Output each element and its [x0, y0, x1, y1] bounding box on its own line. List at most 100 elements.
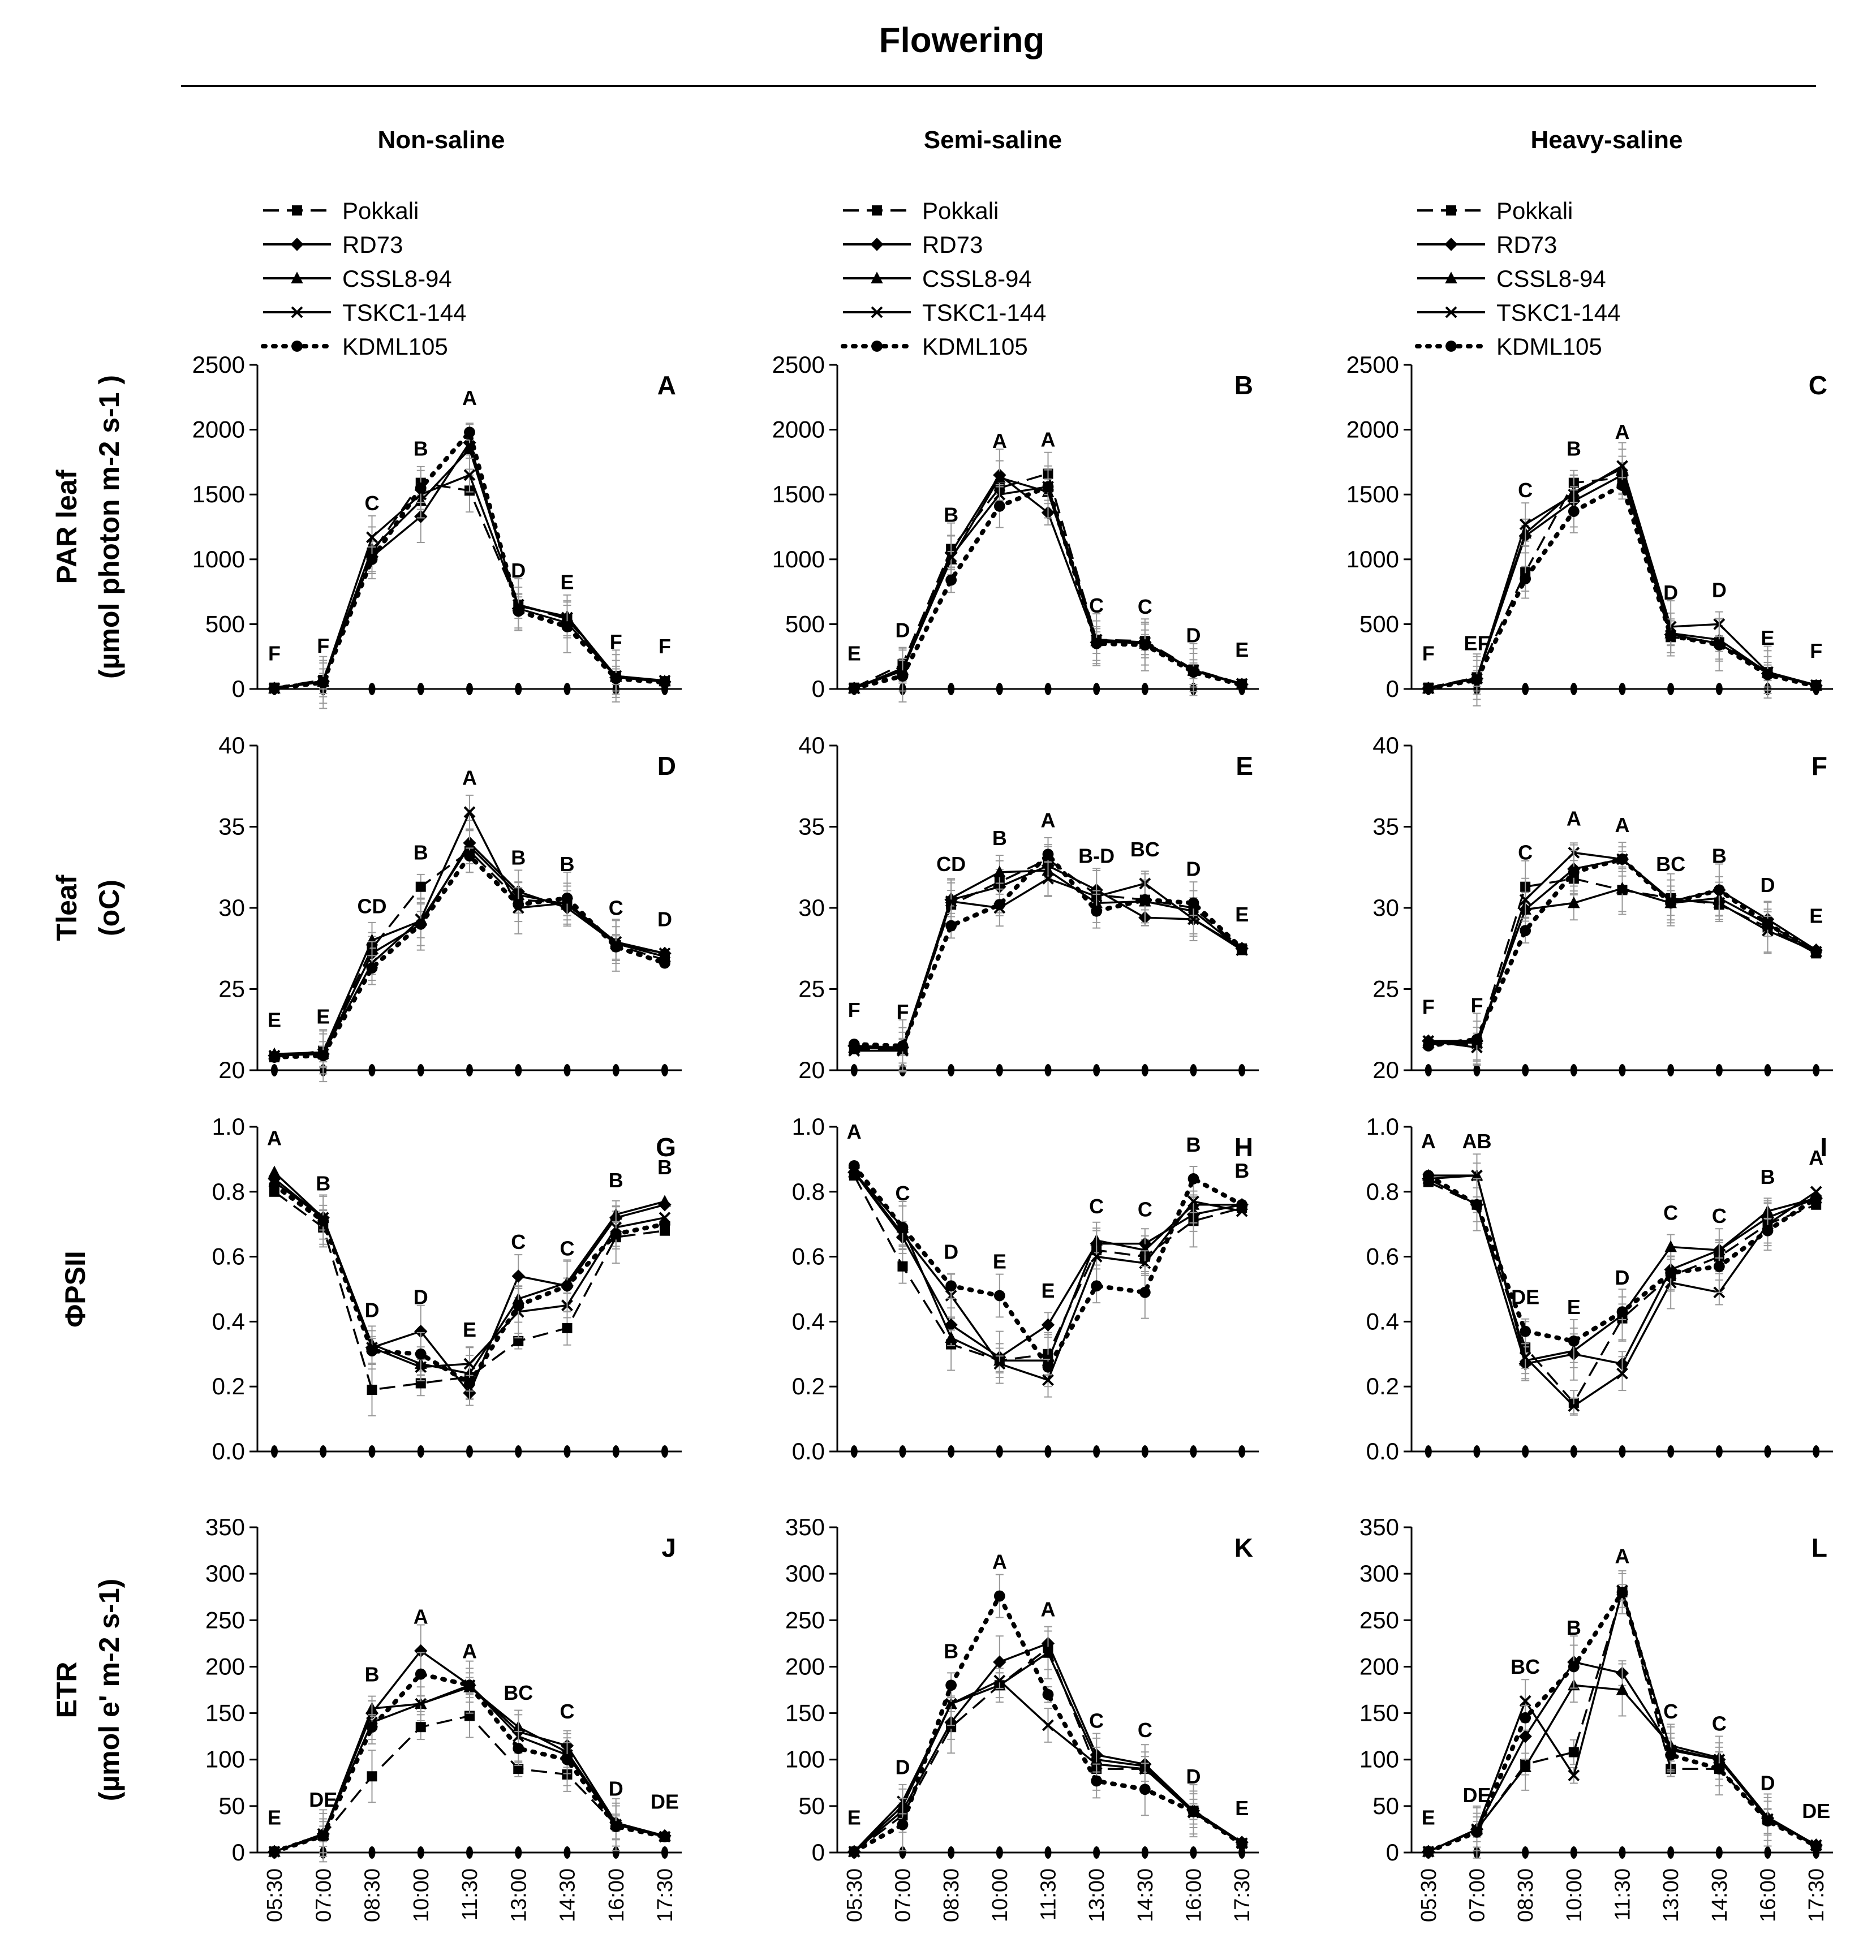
significance-letter: C — [1663, 1700, 1678, 1723]
legend-label-cssl8-94: CSSL8-94 — [1496, 265, 1606, 292]
significance-letter: F — [610, 630, 622, 653]
legend-label-pokkali: Pokkali — [922, 197, 999, 224]
x-tick — [1044, 1445, 1052, 1458]
data-point — [993, 1290, 1005, 1302]
data-point — [610, 941, 622, 953]
data-point — [1519, 1695, 1531, 1707]
series-cssl8-94 — [1422, 1663, 1822, 1857]
x-tick — [1473, 1064, 1481, 1076]
data-point — [317, 1830, 329, 1842]
y-tick-label: 0 — [812, 1839, 825, 1866]
legend-label-pokkali: Pokkali — [1496, 197, 1573, 224]
x-tick-label: 13:00 — [1085, 1868, 1109, 1922]
data-point — [1568, 896, 1580, 908]
significance-letter: C — [1089, 1709, 1104, 1733]
panel-h: 0.0 0.2 0.4 0.6 0.8 1.0 H A C D E E C C B B — [792, 1113, 1259, 1464]
y-tick-label: 0.6 — [1366, 1243, 1399, 1270]
y-tick-label: 20 — [218, 1057, 245, 1083]
x-tick-label: 16:00 — [1757, 1868, 1780, 1922]
panel-letter: E — [1236, 751, 1253, 781]
x-tick — [1667, 1064, 1675, 1076]
y-tick-label: 0.6 — [212, 1243, 245, 1270]
data-point — [1471, 1033, 1483, 1045]
data-point — [1519, 1760, 1531, 1772]
panel-a: 0 500 1000 1500 2000 2500 A F F C B A D E F F — [192, 351, 682, 709]
data-point — [659, 1218, 670, 1230]
data-point — [848, 682, 860, 694]
x-tick — [1619, 1064, 1626, 1076]
x-tick — [1425, 1445, 1432, 1458]
legend-label-kdml105: KDML105 — [922, 333, 1028, 360]
y-tick-label: 0.6 — [792, 1243, 825, 1270]
x-tick — [563, 1846, 571, 1859]
x-tick — [661, 1445, 668, 1458]
significance-letter: DE — [1462, 1784, 1491, 1807]
x-tick — [368, 1846, 376, 1859]
significance-letter: C — [609, 896, 623, 919]
x-tick-label: 05:30 — [843, 1868, 867, 1922]
x-tick — [1093, 1846, 1100, 1859]
data-point — [561, 621, 573, 632]
row-labels: PAR leaf (µmol photon m-2 s-1 ) Tleaf (oC) Φ… — [51, 375, 125, 1801]
y-tick-label: 1500 — [192, 481, 245, 507]
data-point — [1090, 1251, 1103, 1263]
significance-letter: D — [1663, 581, 1678, 604]
y-tick-label: 2500 — [1346, 351, 1399, 378]
row-label-4: ETR (µmol e' m-2 s-1) — [51, 1579, 125, 1802]
data-point — [1664, 1240, 1677, 1252]
series-line — [272, 427, 667, 691]
data-point — [269, 682, 280, 694]
x-tick-label: 14:30 — [1708, 1868, 1732, 1922]
y-tick-label: 250 — [785, 1606, 825, 1633]
legend-label-kdml105: KDML105 — [342, 333, 448, 360]
data-point — [1139, 1784, 1151, 1795]
data-point — [269, 1846, 280, 1858]
data-point — [1471, 674, 1483, 686]
data-point — [463, 806, 476, 819]
data-point — [1568, 1661, 1580, 1673]
data-point — [1187, 897, 1199, 909]
y-tick-label: 35 — [798, 813, 825, 840]
x-tick — [1715, 1064, 1723, 1076]
x-tick — [271, 1445, 278, 1458]
significance-letter: E — [1235, 903, 1249, 926]
data-point — [415, 1698, 427, 1710]
x-tick-label: 10:00 — [410, 1868, 433, 1922]
legend-1: Pokkali RD73 CSSL8-94 TSKC1-144 KDML105 — [261, 197, 466, 360]
data-point — [464, 427, 475, 438]
legend-marker-cross-icon — [871, 306, 883, 318]
data-point — [1762, 1225, 1774, 1237]
data-point — [1042, 1361, 1054, 1373]
x-tick — [899, 1445, 906, 1458]
significance-letter: C — [1712, 1204, 1727, 1227]
data-point — [464, 1679, 475, 1691]
data-point — [317, 1215, 329, 1227]
data-point — [1187, 1173, 1199, 1184]
y-tick-label: 0.2 — [1366, 1373, 1399, 1399]
data-point — [513, 1299, 524, 1311]
figure-title: Flowering — [879, 21, 1045, 60]
x-tick-label: 17:30 — [1805, 1868, 1828, 1922]
series-kdml105 — [269, 847, 670, 1083]
data-point — [1713, 639, 1725, 651]
significance-letter: C — [1138, 1198, 1152, 1221]
x-tick — [1715, 683, 1723, 695]
x-tick — [1141, 1846, 1148, 1859]
x-tick-label: 08:30 — [361, 1868, 385, 1922]
significance-letter: B — [992, 826, 1007, 850]
series-kdml105 — [1422, 1170, 1822, 1363]
significance-letter: D — [895, 618, 910, 641]
significance-letter: E — [1041, 1279, 1055, 1302]
data-point — [993, 1590, 1005, 1602]
data-point — [1042, 1719, 1054, 1731]
data-point — [1091, 1280, 1103, 1292]
data-point — [1520, 573, 1531, 585]
x-tick — [1190, 1064, 1197, 1076]
y-tick-label: 150 — [205, 1700, 245, 1726]
significance-letter: E — [463, 1318, 476, 1341]
data-point — [1568, 1400, 1580, 1412]
significance-letter: A — [992, 1550, 1007, 1574]
significance-letter: C — [1138, 595, 1152, 618]
significance-letter: C — [895, 1182, 910, 1205]
